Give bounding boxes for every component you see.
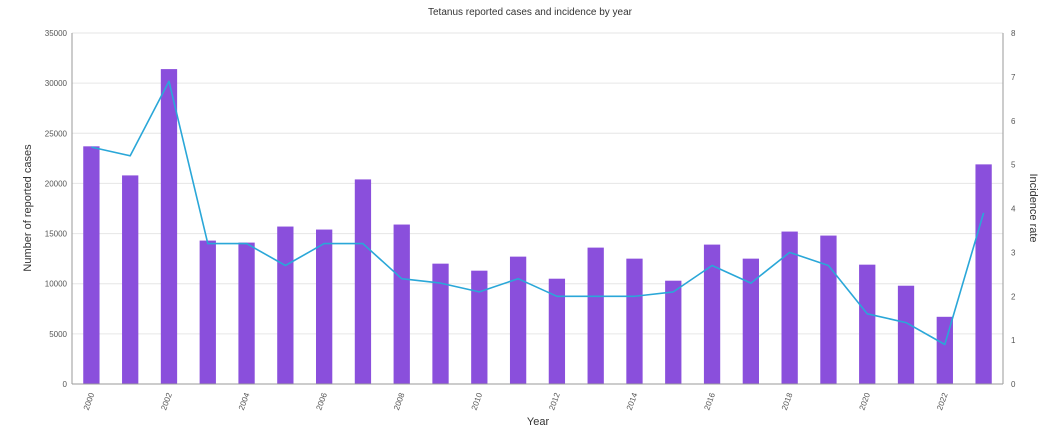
y2-tick-label: 2 xyxy=(1011,292,1016,301)
x-tick-label: 2002 xyxy=(159,391,174,411)
bar xyxy=(199,240,216,384)
y2-axis-title: Incidence rate xyxy=(1027,173,1039,242)
y-tick-label: 0 xyxy=(63,380,68,389)
line-series xyxy=(91,80,985,346)
bar xyxy=(432,263,449,384)
x-tick-label: 2014 xyxy=(625,391,640,411)
x-tick-label: 2022 xyxy=(935,391,950,411)
chart-title: Tetanus reported cases and incidence by … xyxy=(428,7,633,18)
bar xyxy=(83,146,100,384)
bar-series xyxy=(83,69,992,385)
bar xyxy=(277,226,294,384)
bar xyxy=(509,256,527,384)
bar xyxy=(626,258,643,384)
y2-tick-label: 1 xyxy=(1011,336,1016,345)
y-axis-title: Number of reported cases xyxy=(22,144,34,272)
y2-tick-label: 3 xyxy=(1011,248,1016,257)
x-tick-label: 2008 xyxy=(392,391,407,411)
bar xyxy=(859,264,876,384)
bar xyxy=(315,229,333,384)
bar xyxy=(742,258,760,384)
y2-tick-label: 5 xyxy=(1011,161,1016,170)
gridlines xyxy=(72,32,1003,385)
x-tick-label: 2020 xyxy=(858,391,873,411)
y-tick-label: 10000 xyxy=(45,280,68,289)
bar xyxy=(897,285,915,384)
bar xyxy=(820,235,837,384)
bar xyxy=(548,278,566,384)
y-tick-label: 35000 xyxy=(45,29,68,38)
y-tick-label: 30000 xyxy=(45,79,68,88)
bar xyxy=(975,164,992,384)
bar xyxy=(587,247,604,384)
bar xyxy=(238,242,255,384)
x-tick-label: 2012 xyxy=(547,391,562,411)
y-tick-label: 20000 xyxy=(45,179,68,188)
y-tick-label: 25000 xyxy=(45,129,68,138)
y2-tick-label: 8 xyxy=(1011,29,1016,38)
y-tick-label: 5000 xyxy=(49,330,67,339)
y2-tick-label: 6 xyxy=(1011,117,1016,126)
x-axis-title: Year xyxy=(527,416,550,428)
x-tick-label: 2016 xyxy=(702,391,717,411)
x-tick-label: 2000 xyxy=(82,391,97,411)
y-tick-label: 15000 xyxy=(45,230,68,239)
bar xyxy=(665,280,682,384)
bar xyxy=(781,231,798,384)
x-tick-label: 2006 xyxy=(314,391,329,411)
x-tick-label: 2010 xyxy=(470,391,485,411)
x-tick-label: 2004 xyxy=(237,391,252,411)
bar xyxy=(936,316,953,384)
bar xyxy=(160,69,178,385)
y2-tick-label: 7 xyxy=(1011,73,1016,82)
incidence-line xyxy=(91,80,985,346)
bar xyxy=(122,175,139,384)
y2-tick-label: 0 xyxy=(1011,380,1016,389)
x-tick-label: 2018 xyxy=(780,391,795,411)
bar xyxy=(703,244,721,384)
bar xyxy=(354,179,372,384)
bar xyxy=(393,224,410,384)
y2-tick-label: 4 xyxy=(1011,205,1016,214)
bar xyxy=(471,270,488,384)
